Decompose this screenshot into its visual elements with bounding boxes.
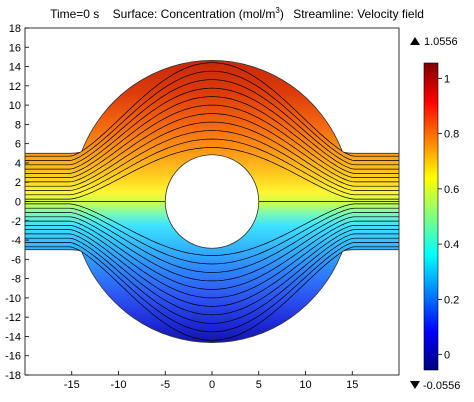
- streamline: [25, 121, 399, 187]
- y-tick-label: 8: [15, 119, 21, 131]
- x-tick-label: -10: [111, 379, 127, 391]
- y-tick-label: -6: [11, 254, 21, 266]
- title-surface-suffix: ): [280, 7, 284, 21]
- x-tick-label: 10: [299, 379, 311, 391]
- y-tick-label: -18: [5, 370, 21, 382]
- streamline: [25, 220, 399, 290]
- colorbar: 1 0.8 0.6 0.4 0.2 0 1.0556 -0.0556: [410, 36, 460, 392]
- colorbar-tick-label: 0.8: [444, 129, 459, 141]
- y-tick-label: 2: [15, 177, 21, 189]
- streamline: [25, 212, 399, 273]
- colorbar-ticks: 1 0.8 0.6 0.4 0.2 0: [438, 73, 459, 362]
- y-tick-label: -12: [5, 312, 21, 324]
- y-tick-label: 4: [15, 158, 21, 170]
- y-axis: -18 -16 -14 -12 -10 -8 -6 -4 -2 0 2 4 6 8 10 12 14 16 18: [5, 23, 29, 382]
- streamline: [25, 207, 399, 265]
- streamline: [25, 242, 399, 333]
- y-tick-label: -2: [11, 216, 21, 228]
- y-tick-label: -16: [5, 351, 21, 363]
- x-tick-label: -15: [64, 379, 80, 391]
- title-surface-exp: 3: [275, 6, 280, 15]
- colorbar-tick-label: 0.4: [444, 239, 459, 251]
- streamline: [25, 216, 399, 282]
- chart-title: Time=0 s Surface: Concentration (mol/m3)…: [50, 6, 424, 21]
- streamline: [25, 246, 399, 341]
- x-tick-label: 5: [256, 379, 262, 391]
- streamline: [25, 229, 399, 307]
- streamline: [25, 203, 399, 256]
- title-time: Time=0 s: [50, 7, 99, 21]
- colorbar-tick-label: 0.2: [444, 294, 459, 306]
- x-tick-label: 15: [346, 379, 358, 391]
- streamline: [25, 96, 399, 174]
- y-tick-label: 0: [15, 197, 21, 209]
- y-tick-label: 12: [9, 81, 21, 93]
- cylinder-obstacle: [164, 154, 260, 249]
- streamline: [25, 113, 399, 183]
- streamline: [25, 147, 399, 200]
- colorbar-min-label: -0.0556: [423, 380, 460, 392]
- y-tick-label: 10: [9, 100, 21, 112]
- colorbar-tick-label: 0: [444, 350, 450, 362]
- y-tick-label: -4: [11, 235, 21, 247]
- title-surface: Surface: Concentration (mol/m: [113, 7, 276, 21]
- streamline: [25, 237, 399, 324]
- streamline: [25, 62, 399, 157]
- y-tick-label: -8: [11, 274, 21, 286]
- x-axis: -15 -10 -5 0 5 10 15: [64, 371, 358, 391]
- colorbar-max-label: 1.0556: [424, 36, 458, 48]
- y-tick-label: 14: [9, 62, 21, 74]
- streamline-group: [25, 62, 399, 341]
- streamline: [25, 87, 399, 170]
- y-tick-label: 18: [9, 23, 21, 35]
- colorbar-tick-label: 0.6: [444, 184, 459, 196]
- streamline: [25, 233, 399, 316]
- streamline: [25, 79, 399, 166]
- streamline: [25, 70, 399, 161]
- streamline: [25, 225, 399, 299]
- colorbar-tick-label: 1: [444, 73, 450, 85]
- x-tick-label: -5: [160, 379, 170, 391]
- streamline: [25, 104, 399, 178]
- y-tick-label: 6: [15, 139, 21, 151]
- triangle-down-icon: [410, 381, 420, 389]
- y-tick-label: -10: [5, 293, 21, 305]
- y-tick-label: -14: [5, 331, 21, 343]
- streamline: [25, 138, 399, 196]
- colorbar-gradient: [423, 62, 439, 371]
- title-streamline: Streamline: Velocity field: [293, 7, 424, 21]
- streamline: [25, 130, 399, 191]
- triangle-up-icon: [410, 37, 420, 45]
- x-tick-label: 0: [209, 379, 215, 391]
- y-tick-label: 16: [9, 42, 21, 54]
